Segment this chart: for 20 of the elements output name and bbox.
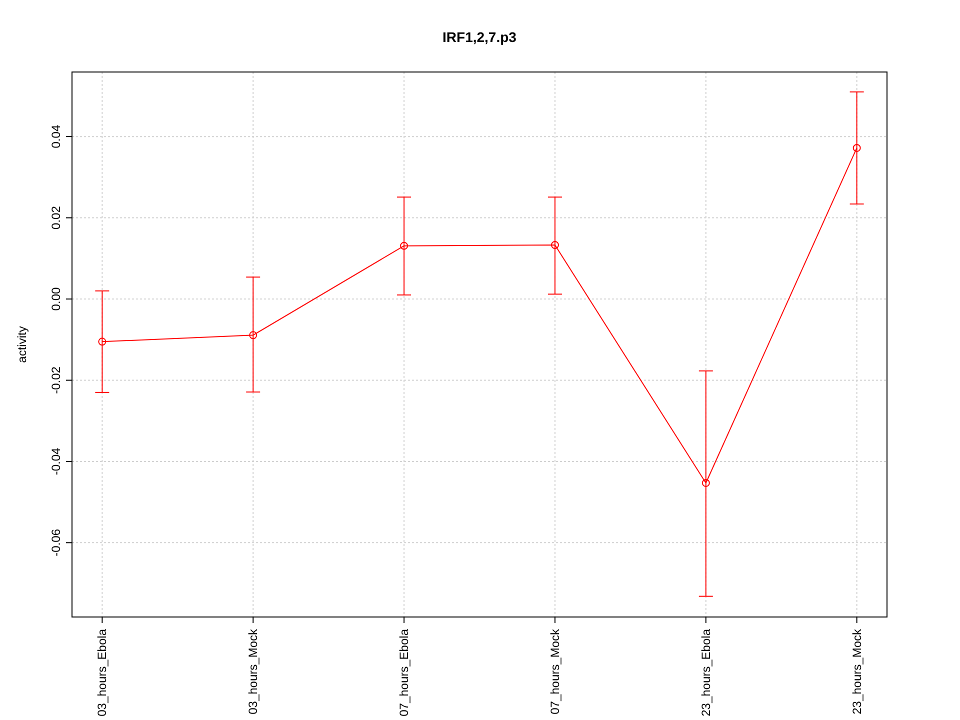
x-tick-label: 07_hours_Mock bbox=[548, 628, 562, 714]
y-tick-label: -0.04 bbox=[49, 447, 63, 476]
y-axis-title: activity bbox=[15, 326, 29, 363]
point bbox=[249, 331, 258, 340]
x-tick-label: 23_hours_Ebola bbox=[698, 628, 713, 716]
y-tick-label: 0.00 bbox=[49, 287, 63, 311]
x-tick-label: 23_hours_Mock bbox=[850, 628, 864, 714]
point bbox=[98, 338, 106, 346]
point bbox=[702, 478, 710, 487]
x-tick-label: 03_hours_Ebola bbox=[95, 628, 110, 716]
point bbox=[400, 242, 408, 250]
point bbox=[852, 144, 861, 152]
y-tick-label: -0.06 bbox=[49, 528, 63, 556]
y-tick-label: 0.04 bbox=[49, 124, 63, 148]
chart-title: IRF1,2,7.p3 bbox=[442, 29, 517, 45]
y-tick-label: -0.02 bbox=[49, 366, 63, 394]
y-tick-label: 0.02 bbox=[49, 206, 63, 230]
point bbox=[550, 241, 559, 250]
x-tick-label: 03_hours_Mock bbox=[246, 628, 260, 714]
x-tick-label: 07_hours_Ebola bbox=[397, 628, 412, 716]
